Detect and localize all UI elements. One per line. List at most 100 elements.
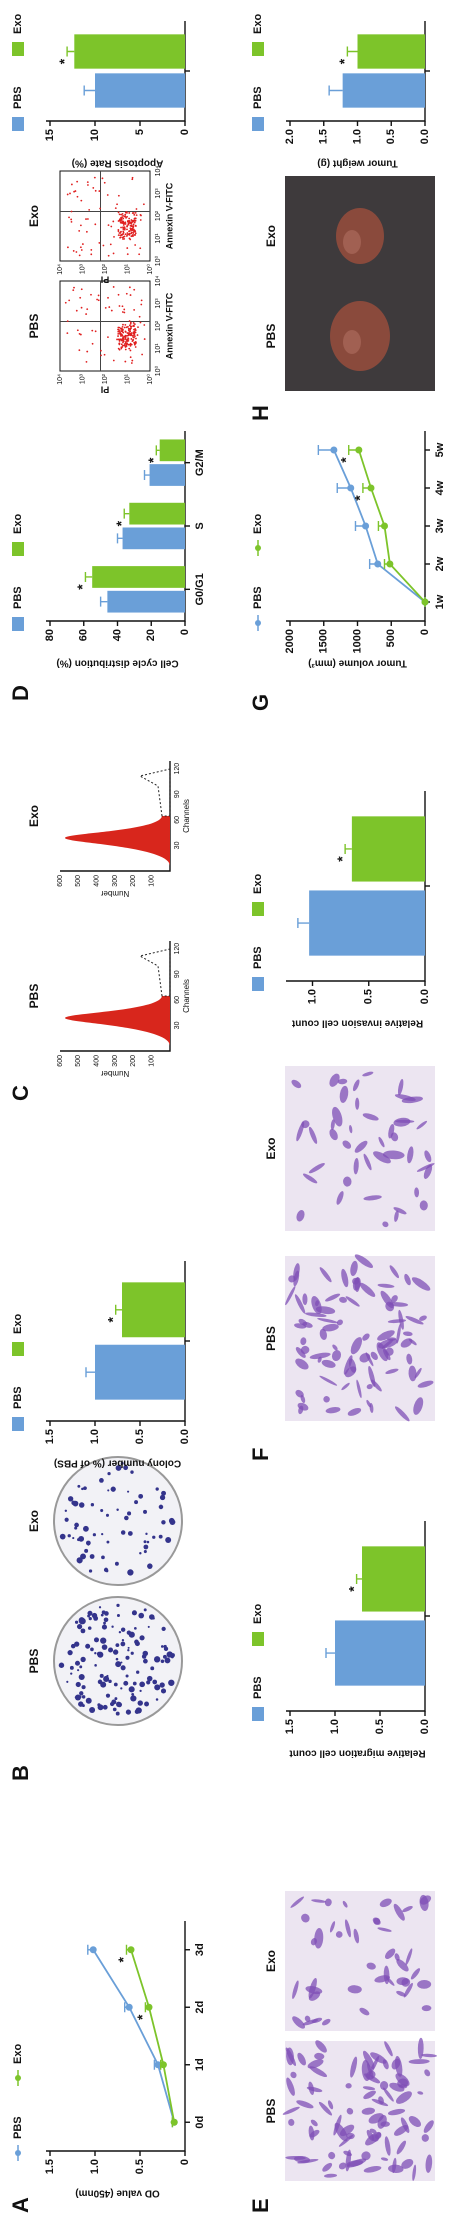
cell — [327, 2100, 334, 2110]
cell — [291, 1079, 302, 1089]
colony — [66, 1680, 69, 1683]
flow-event — [86, 308, 89, 311]
tumor-shade — [343, 230, 361, 254]
cell — [362, 2050, 375, 2070]
flow-event — [124, 334, 127, 337]
flow-event — [126, 225, 128, 228]
x-tick-label: 2w — [434, 556, 446, 571]
cell — [379, 2081, 389, 2090]
cell — [352, 1079, 360, 1092]
flow-event — [129, 349, 132, 352]
flow-event — [140, 303, 143, 306]
cell — [310, 2119, 318, 2127]
flow-event — [103, 181, 106, 184]
cell — [355, 1097, 360, 1110]
y-tick-label: 80 — [44, 629, 56, 641]
cell — [307, 2059, 324, 2069]
bar — [159, 439, 185, 462]
legend-marker — [15, 2150, 21, 2156]
colony — [168, 1679, 175, 1686]
cell — [383, 1349, 391, 1361]
cell — [301, 1120, 310, 1129]
flow-event — [130, 327, 132, 330]
flow-event — [136, 334, 139, 336]
colony — [79, 1665, 83, 1669]
colony — [88, 1617, 92, 1621]
cell — [329, 1128, 338, 1141]
colony — [107, 1471, 111, 1476]
flow-event — [121, 236, 124, 239]
tumor — [330, 301, 390, 371]
flow-event — [134, 234, 137, 236]
cell — [369, 1402, 374, 1413]
cell — [405, 1316, 424, 1325]
flow-event — [72, 289, 75, 292]
cell — [297, 1402, 309, 1411]
hist-y-tick: 300 — [112, 875, 119, 887]
flow-event — [114, 207, 117, 210]
colony — [115, 1711, 120, 1716]
colony — [67, 1496, 74, 1502]
flow-event — [134, 219, 137, 222]
flow-event — [121, 305, 124, 308]
colony — [134, 1639, 139, 1645]
colony — [120, 1665, 126, 1671]
flow-y-tick: 10⁰ — [146, 264, 154, 275]
x-tick-label: 4w — [434, 480, 446, 495]
point — [421, 598, 429, 606]
colony — [77, 1669, 80, 1672]
flow-event — [140, 299, 143, 302]
flow-event — [133, 288, 136, 291]
flow-event — [131, 212, 134, 214]
colony — [120, 1530, 126, 1535]
flow-event — [74, 190, 77, 192]
colony — [165, 1537, 172, 1544]
flow-event — [123, 228, 126, 231]
colony — [104, 1611, 109, 1616]
cell — [324, 1898, 332, 1907]
y-tick-label: 1.0 — [351, 129, 363, 144]
colony — [143, 1550, 147, 1554]
cell — [370, 1351, 378, 1361]
significance: * — [113, 520, 129, 526]
flow-event — [133, 328, 135, 331]
cell — [394, 2124, 409, 2136]
cell — [394, 1953, 400, 1961]
hist-y-tick: 100 — [149, 875, 156, 887]
colony — [81, 1695, 86, 1699]
colony — [142, 1650, 149, 1657]
cell — [362, 1113, 379, 1121]
y-axis-label: Tumor weight (g) — [317, 157, 397, 168]
flow-event — [122, 226, 125, 229]
error-bar — [115, 1304, 122, 1315]
flow-event — [66, 320, 69, 323]
cell — [348, 1358, 357, 1373]
colony — [134, 1500, 139, 1505]
colony — [79, 1617, 86, 1625]
flow-event — [128, 347, 131, 350]
colony — [126, 1511, 132, 1516]
flow-event — [130, 225, 133, 228]
colony — [127, 1490, 130, 1493]
cell — [383, 2087, 394, 2102]
tumor-shade — [343, 330, 361, 354]
axis — [60, 761, 171, 872]
legend-swatch — [252, 1707, 264, 1721]
colony — [85, 1643, 91, 1649]
flow-event — [124, 346, 127, 348]
flow-event — [133, 309, 136, 311]
legend-label: PBS — [12, 2116, 24, 2139]
colony — [161, 1520, 166, 1525]
cell — [288, 2118, 295, 2126]
significance: * — [337, 457, 353, 463]
flow-event — [131, 176, 134, 179]
flow-event — [130, 231, 133, 234]
point — [127, 1946, 135, 1954]
y-axis-label: Cell cycle distribution (%) — [56, 657, 178, 668]
colony — [164, 1657, 171, 1664]
flow-event — [127, 223, 130, 226]
cell — [417, 2037, 424, 2060]
colony — [113, 1682, 118, 1687]
colony — [90, 1647, 94, 1652]
significance: * — [56, 58, 72, 64]
